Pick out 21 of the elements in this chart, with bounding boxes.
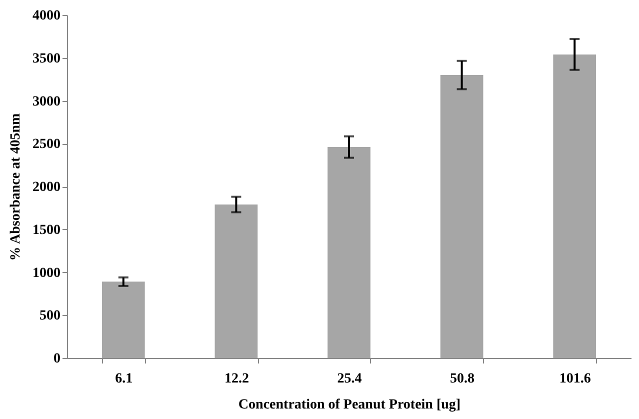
x-tick-label: 25.4 (337, 372, 362, 386)
x-tick-label: 50.8 (450, 372, 475, 386)
bar (553, 54, 596, 358)
y-tick-label: 1000 (32, 266, 60, 281)
y-tick-label: 1500 (32, 222, 60, 238)
bar (328, 147, 370, 358)
bar (214, 204, 258, 358)
y-axis-title: % Absorbance at 405nm (8, 112, 24, 261)
x-tick-label: 101.6 (559, 372, 591, 386)
x-tick-label: 6.1 (115, 372, 133, 386)
y-tick-label: 4000 (32, 8, 60, 24)
y-tick-label: 3500 (32, 51, 60, 66)
bar (102, 282, 145, 358)
x-tick-label: 12.2 (224, 372, 249, 386)
y-tick-label: 0 (54, 352, 60, 366)
y-tick-label: 3000 (32, 94, 60, 110)
bar (440, 75, 484, 358)
x-axis-title: Concentration of Peanut Protein [ug] (238, 398, 461, 412)
y-tick-label: 2500 (32, 137, 60, 152)
y-tick-label: 2000 (32, 180, 60, 195)
y-tick-label: 500 (40, 308, 60, 324)
